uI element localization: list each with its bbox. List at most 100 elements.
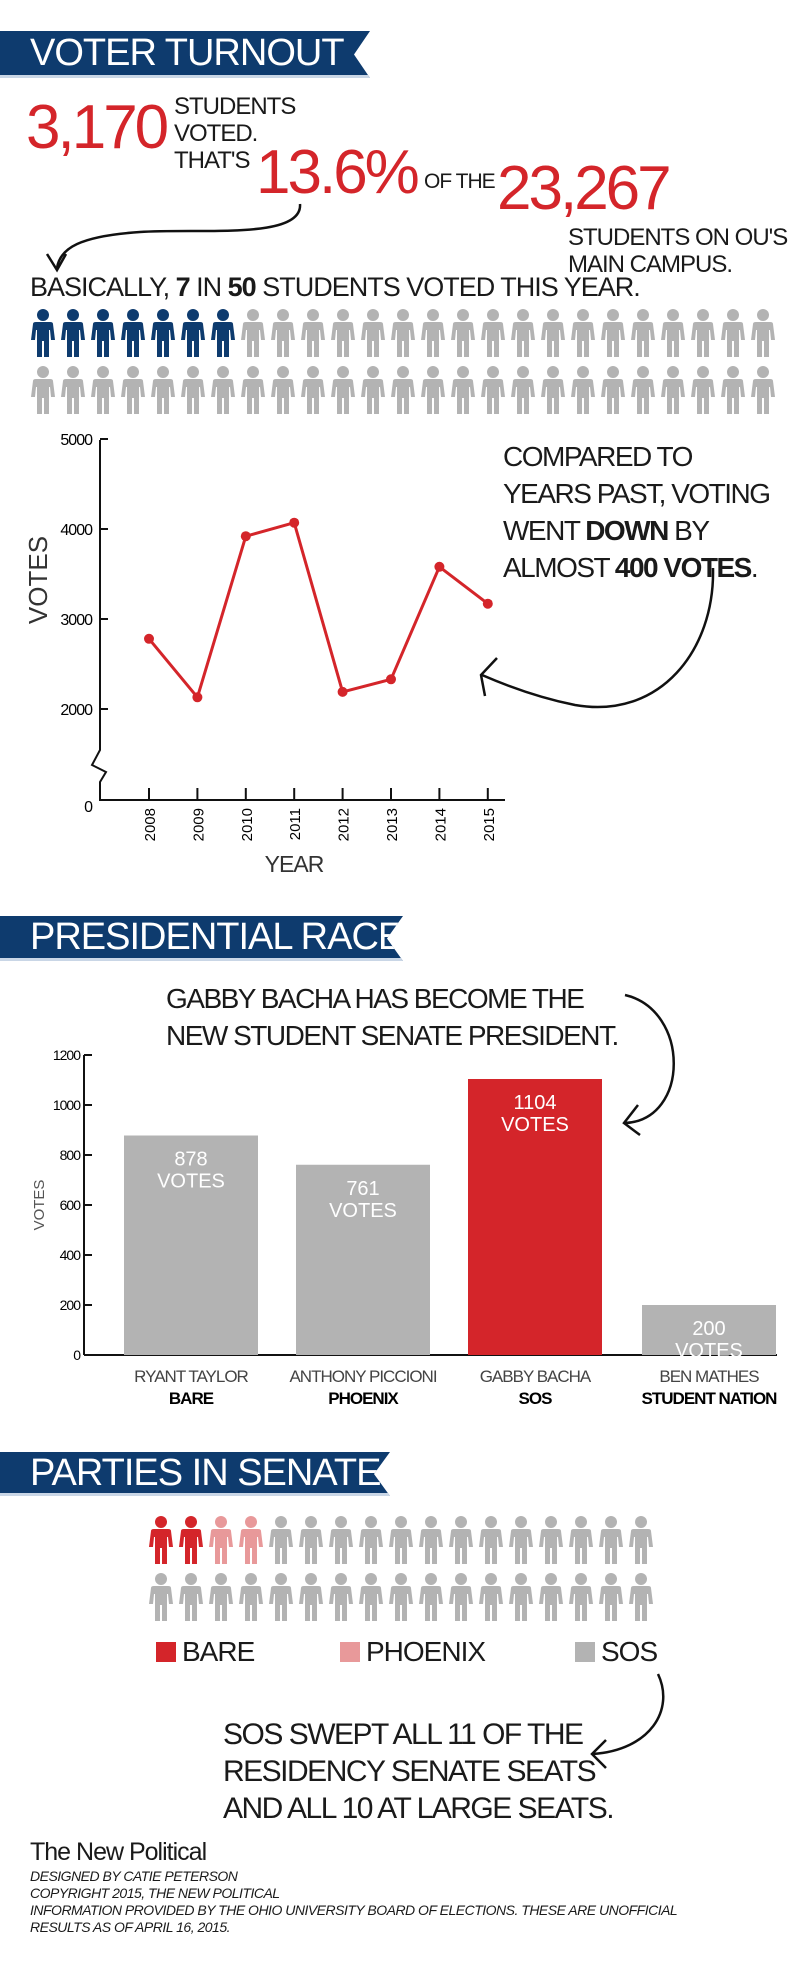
- person-body: [511, 379, 535, 414]
- person-icon: [61, 366, 85, 414]
- person-body: [151, 379, 175, 414]
- person-body: [479, 1529, 503, 1564]
- person-body: [331, 322, 355, 357]
- person-icon: [449, 1573, 473, 1621]
- axis-line: [90, 440, 505, 801]
- person-body: [299, 1529, 323, 1564]
- person-head: [427, 309, 439, 321]
- person-icon: [331, 366, 355, 414]
- person-head: [67, 366, 79, 378]
- person-head: [215, 1516, 227, 1528]
- statement-text: STUDENTS VOTED THIS YEAR.: [255, 272, 641, 302]
- person-icon: [509, 1516, 533, 1564]
- person-body: [571, 322, 595, 357]
- person-head: [575, 1516, 587, 1528]
- person-body: [359, 1529, 383, 1564]
- legend-label: SOS: [601, 1636, 658, 1667]
- person-head: [635, 1516, 647, 1528]
- person-body: [61, 379, 85, 414]
- person-body: [691, 322, 715, 357]
- person-body: [571, 379, 595, 414]
- person-head: [97, 366, 109, 378]
- person-icon: [239, 1516, 263, 1564]
- person-body: [149, 1529, 173, 1564]
- person-body: [511, 322, 535, 357]
- person-body: [661, 379, 685, 414]
- basically-statement: BASICALLY, 7 IN 50 STUDENTS VOTED THIS Y…: [30, 272, 641, 303]
- legend-label: PHOENIX: [366, 1636, 486, 1667]
- person-head: [335, 1573, 347, 1585]
- person-head: [187, 366, 199, 378]
- person-icon: [271, 366, 295, 414]
- data-point: [240, 531, 251, 542]
- person-body: [241, 322, 265, 357]
- y-tick-label: 400: [60, 1247, 82, 1263]
- person-head: [337, 309, 349, 321]
- person-icon: [419, 1516, 443, 1564]
- person-body: [449, 1586, 473, 1621]
- person-body: [601, 322, 625, 357]
- person-head: [455, 1573, 467, 1585]
- person-icon: [389, 1516, 413, 1564]
- sos-note: SOS SWEPT ALL 11 OF THE RESIDENCY SENATE…: [223, 1716, 615, 1827]
- person-body: [751, 379, 775, 414]
- candidate-name: RYANT TAYLOR: [134, 1367, 248, 1386]
- note-text: ALMOST: [503, 552, 615, 583]
- y-tick-label: 2000: [60, 702, 93, 719]
- person-body: [331, 379, 355, 414]
- person-icon: [359, 1573, 383, 1621]
- person-body: [481, 379, 505, 414]
- x-tick-label: 2009: [190, 808, 207, 841]
- senate-pictogram: [149, 1516, 653, 1621]
- person-head: [425, 1573, 437, 1585]
- person-icon: [329, 1573, 353, 1621]
- candidate-name: ANTHONY PICCIONI: [289, 1367, 436, 1386]
- candidate-party: BARE: [169, 1389, 214, 1408]
- person-head: [187, 309, 199, 321]
- person-head: [307, 366, 319, 378]
- person-head: [637, 366, 649, 378]
- section-title: VOTER TURNOUT: [30, 32, 344, 74]
- person-head: [275, 1516, 287, 1528]
- person-body: [631, 322, 655, 357]
- person-head: [757, 309, 769, 321]
- person-icon: [61, 309, 85, 357]
- person-body: [271, 379, 295, 414]
- person-icon: [301, 366, 325, 414]
- y-tick-label: 5000: [60, 432, 93, 449]
- person-head: [455, 1516, 467, 1528]
- person-body: [599, 1529, 623, 1564]
- bar-value-label: 200: [692, 1318, 725, 1340]
- person-head: [247, 366, 259, 378]
- turnout-line-chart: 0 2000 3000 4000 5000 2008 2009 2010 2011 2012 201…: [23, 432, 505, 877]
- person-body: [61, 322, 85, 357]
- person-head: [245, 1573, 257, 1585]
- y-axis-label: VOTES: [23, 536, 53, 624]
- person-icon: [599, 1516, 623, 1564]
- person-icon: [571, 309, 595, 357]
- person-icon: [121, 366, 145, 414]
- data-point: [434, 561, 445, 572]
- person-head: [667, 309, 679, 321]
- person-icon: [751, 366, 775, 414]
- person-head: [365, 1573, 377, 1585]
- person-icon: [421, 366, 445, 414]
- person-body: [301, 379, 325, 414]
- person-head: [547, 309, 559, 321]
- person-body: [91, 322, 115, 357]
- person-body: [451, 379, 475, 414]
- person-body: [751, 322, 775, 357]
- person-body: [149, 1586, 173, 1621]
- person-body: [121, 322, 145, 357]
- person-icon: [239, 1573, 263, 1621]
- person-icon: [389, 1573, 413, 1621]
- person-icon: [299, 1516, 323, 1564]
- person-icon: [211, 309, 235, 357]
- person-body: [241, 379, 265, 414]
- person-head: [367, 309, 379, 321]
- person-body: [31, 379, 55, 414]
- person-body: [211, 379, 235, 414]
- note-emphasis: 400 VOTES: [614, 552, 752, 583]
- curved-arrow-3: [622, 993, 675, 1136]
- person-body: [661, 322, 685, 357]
